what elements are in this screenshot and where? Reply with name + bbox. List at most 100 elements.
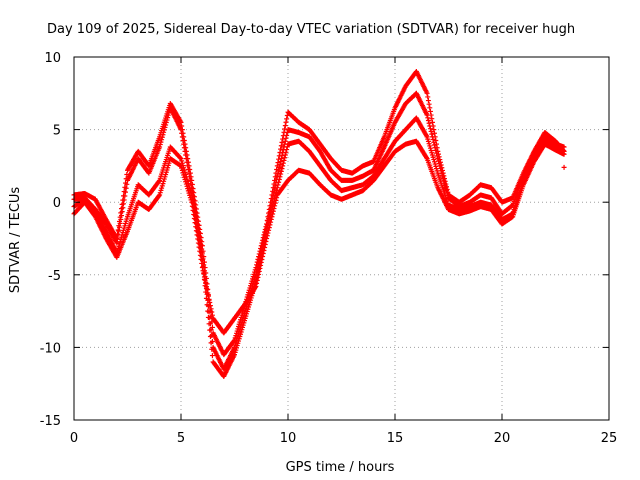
y-axis-title: SDTVAR / TECUs	[8, 187, 23, 294]
tick-labels: 0 5 10 15 20 25 -15 -10 -5 0 5 10	[40, 51, 618, 446]
data-point	[161, 176, 167, 182]
y-tick-label: -5	[48, 269, 61, 284]
data-point	[207, 327, 213, 333]
data-point	[424, 90, 430, 96]
data-point	[186, 190, 192, 196]
data-point	[257, 265, 263, 271]
data-point	[276, 167, 282, 173]
data-point	[245, 306, 251, 312]
data-point	[276, 179, 282, 185]
data-point	[256, 271, 262, 277]
data-point	[123, 218, 129, 224]
data-point	[427, 143, 433, 149]
data-point	[425, 136, 431, 142]
data-point	[284, 147, 290, 153]
data-point	[198, 256, 204, 262]
data-point	[209, 353, 215, 359]
data-point	[431, 159, 437, 165]
y-tick-label: 0	[53, 196, 61, 211]
data-point	[180, 170, 186, 176]
data-point	[160, 181, 166, 187]
data-point	[272, 203, 278, 209]
data-point	[238, 329, 244, 335]
data-point	[117, 239, 123, 245]
data-point	[236, 338, 242, 344]
data-point	[192, 220, 198, 226]
data-point	[236, 336, 242, 342]
x-tick-label: 10	[280, 431, 297, 446]
data-point	[283, 149, 289, 155]
data-point	[427, 105, 433, 111]
data-point	[159, 185, 165, 191]
data-point	[284, 116, 290, 122]
data-point	[426, 141, 432, 147]
data-point	[179, 130, 185, 136]
data-point	[183, 181, 189, 187]
data-point	[165, 115, 171, 121]
data-point	[179, 167, 185, 173]
data-point	[270, 211, 276, 217]
data-point	[278, 146, 284, 152]
data-point	[266, 227, 272, 233]
data-point	[561, 164, 567, 170]
data-point	[242, 315, 248, 321]
data-point	[246, 302, 252, 308]
series-track-3	[71, 115, 567, 379]
data-point	[197, 252, 203, 258]
data-point	[443, 187, 449, 193]
series-outlier	[561, 164, 567, 170]
data-point	[269, 214, 275, 220]
data-point	[163, 122, 169, 128]
data-point	[206, 321, 212, 327]
x-tick-label: 25	[601, 431, 618, 446]
data-point	[274, 173, 280, 179]
data-point	[284, 132, 290, 138]
data-point	[159, 137, 165, 143]
data-point	[433, 163, 439, 169]
x-axis-title: GPS time / hours	[286, 460, 395, 475]
data-point	[434, 168, 440, 174]
data-point	[239, 327, 245, 333]
data-point	[179, 134, 185, 140]
data-point	[208, 306, 214, 312]
data-point	[278, 171, 284, 177]
data-point	[185, 186, 191, 192]
data-point	[237, 334, 243, 340]
y-tick-label: -15	[40, 414, 61, 429]
data-point	[260, 250, 266, 256]
data-point	[158, 187, 164, 193]
data-point	[181, 174, 187, 180]
data-point	[271, 206, 277, 212]
data-point	[165, 162, 171, 168]
data-point	[277, 174, 283, 180]
data-point	[425, 138, 431, 144]
data-point	[234, 343, 240, 349]
y-tick-label: 10	[44, 51, 61, 66]
data-point	[161, 178, 167, 184]
data-point	[439, 173, 445, 179]
data-point	[272, 200, 278, 206]
data-point	[425, 118, 431, 124]
data-point	[180, 137, 186, 143]
data-point	[207, 334, 213, 340]
data-point	[435, 158, 441, 164]
data-point	[280, 136, 286, 142]
series-track-4	[71, 138, 567, 336]
data-point	[119, 209, 125, 215]
data-point	[427, 145, 433, 151]
data-point	[430, 137, 436, 143]
data-point	[255, 274, 261, 280]
data-point	[179, 165, 185, 171]
data-point	[278, 143, 284, 149]
y-tick-label: 5	[53, 124, 61, 139]
data-point	[427, 108, 433, 114]
data-point	[261, 247, 267, 253]
data-point	[263, 238, 269, 244]
data-point	[284, 130, 290, 136]
data-point	[283, 135, 289, 141]
data-point	[200, 268, 206, 274]
data-point	[164, 117, 170, 123]
data-point	[156, 193, 162, 199]
data-point	[282, 138, 288, 144]
x-tick-label: 15	[387, 431, 404, 446]
